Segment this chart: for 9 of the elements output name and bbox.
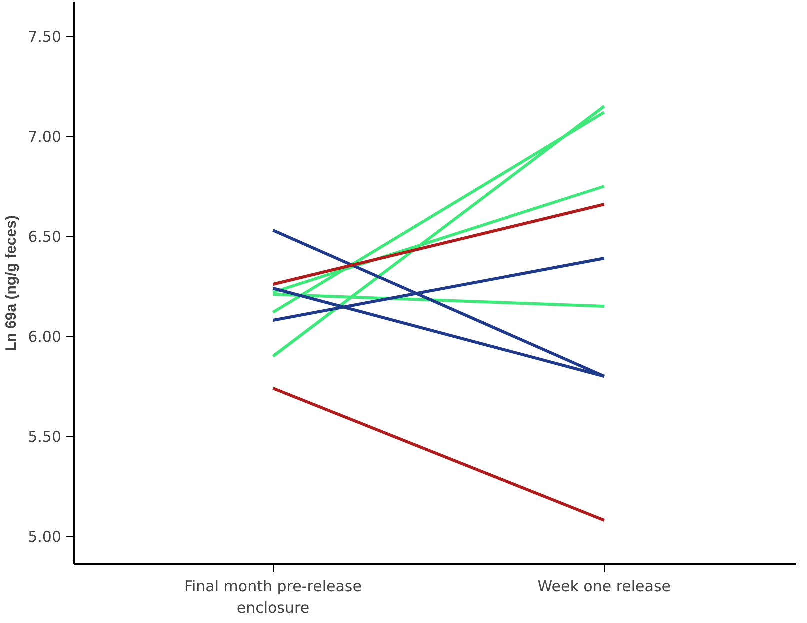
y-tick-label: 6.50 [28,228,62,246]
x-tick-label: Week one release [538,578,672,596]
y-axis-title: Ln 69a (ng/g feces) [3,216,20,352]
y-tick-label: 6.00 [28,328,62,346]
y-tick-label: 7.50 [28,28,62,46]
x-tick-label: Final month pre-release enclosure [184,578,362,618]
y-tick-label: 5.50 [28,428,62,446]
y-tick-label: 5.00 [28,528,62,546]
y-tick-label: 7.00 [28,128,62,146]
